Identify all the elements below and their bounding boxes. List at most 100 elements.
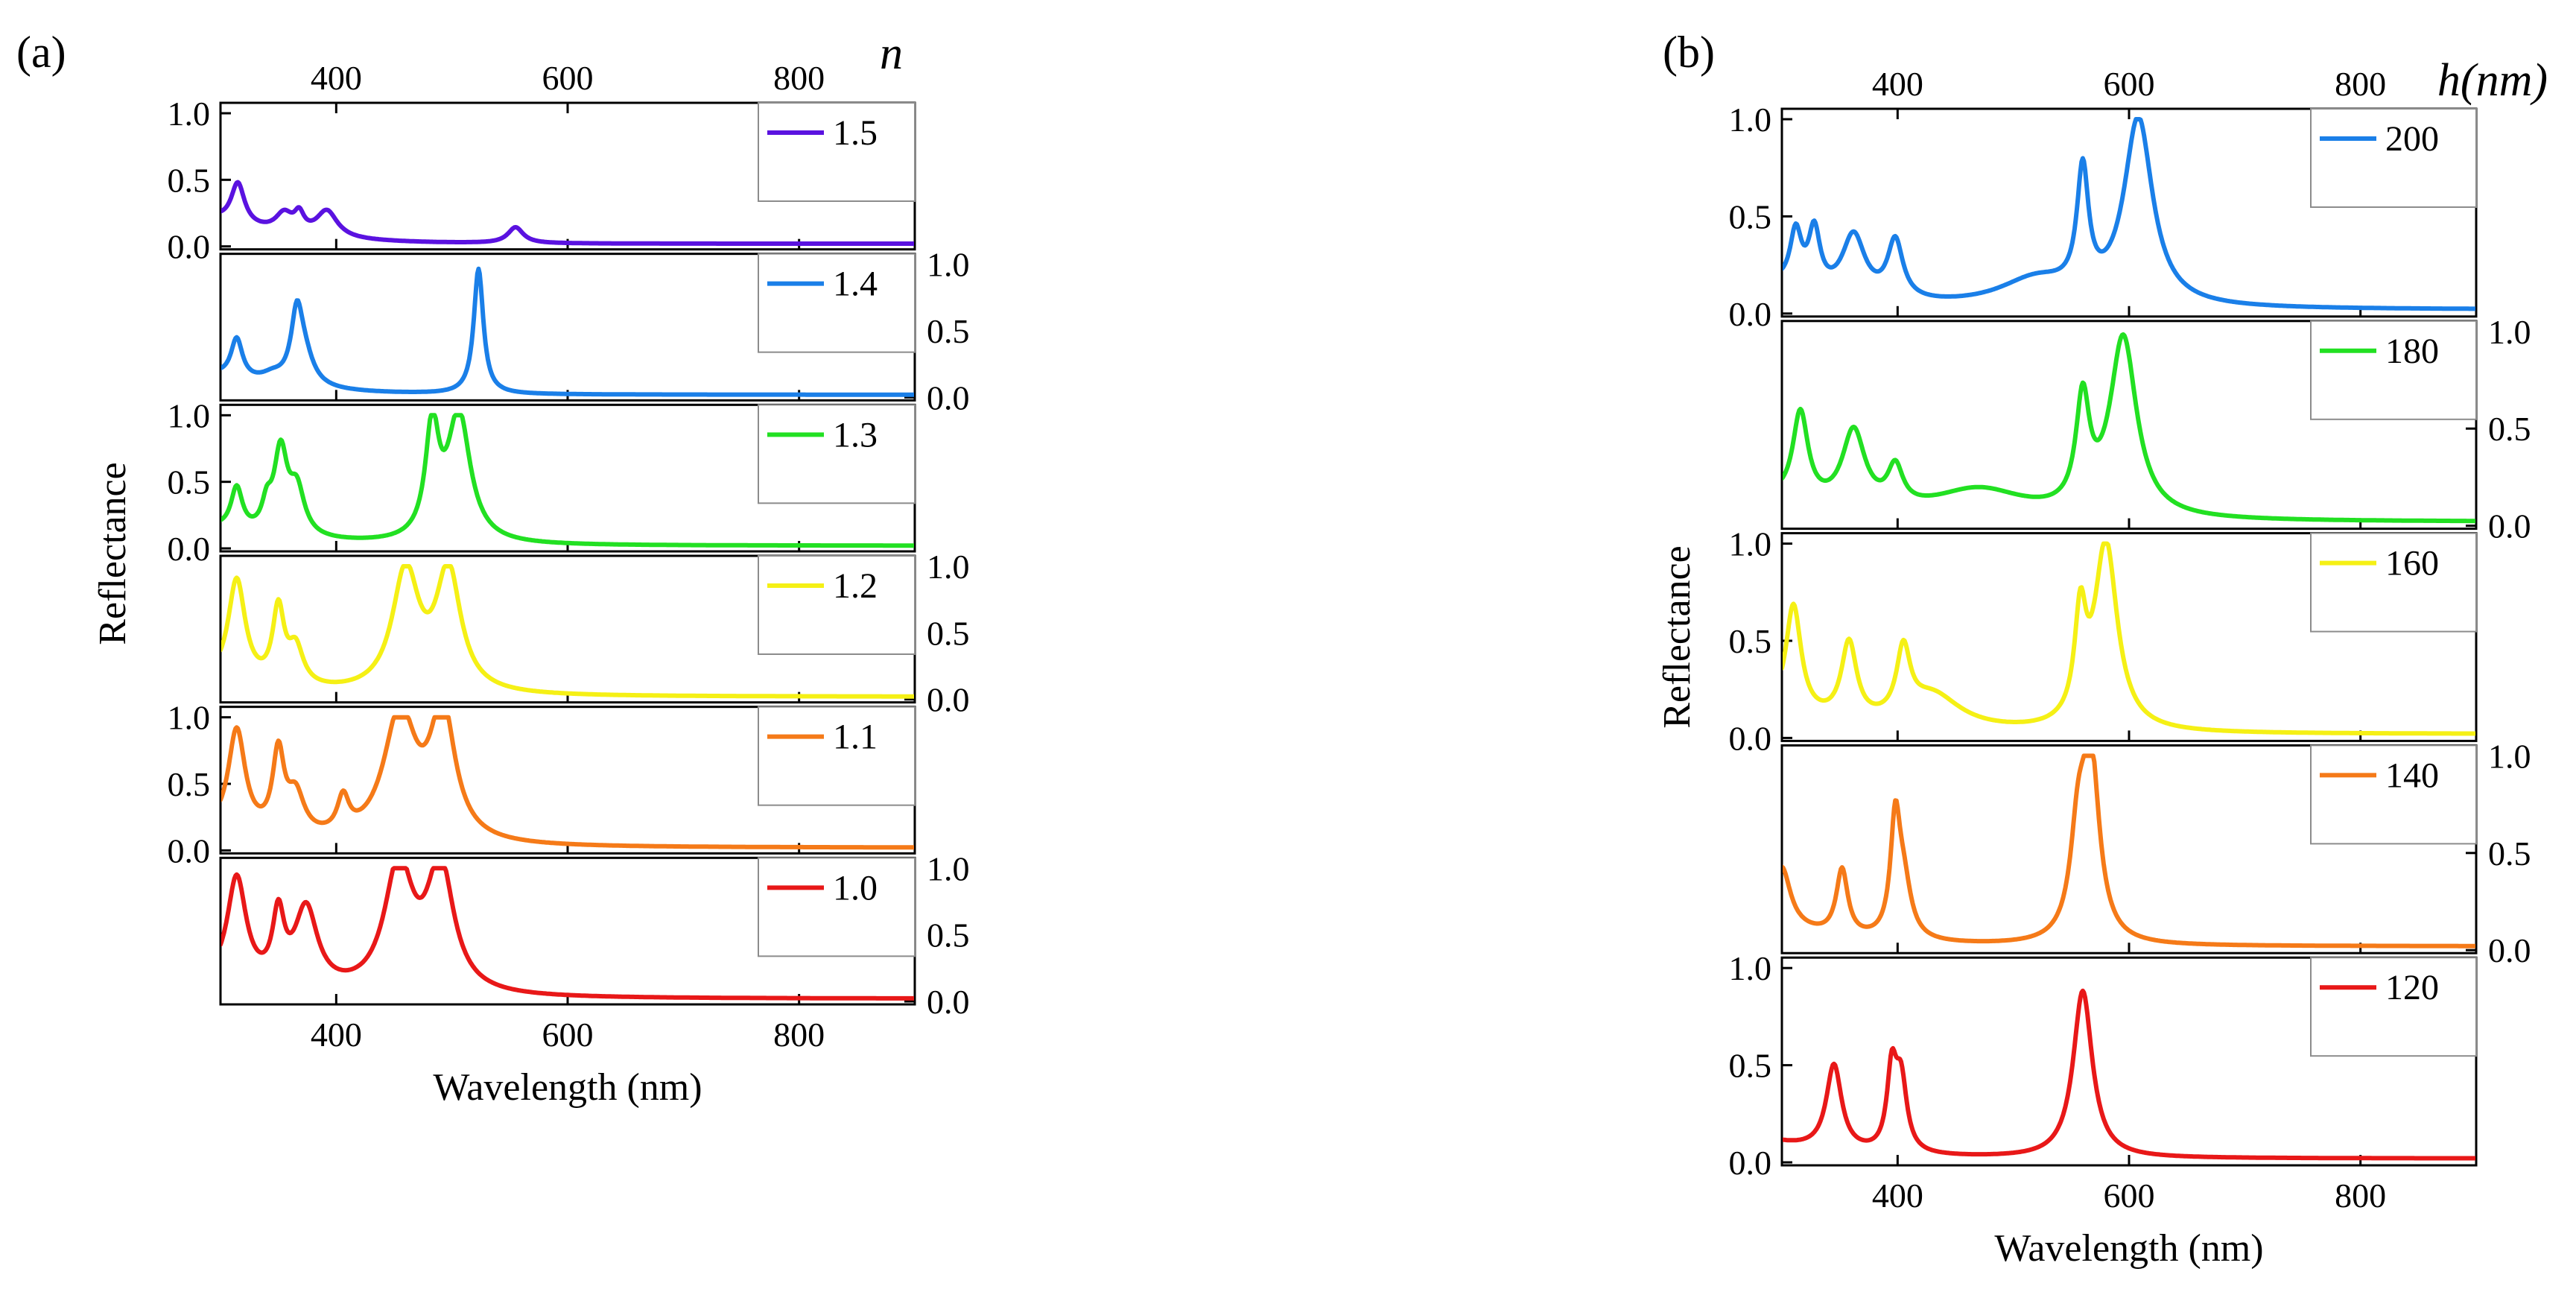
y-tick-label: 0.0 bbox=[1729, 295, 1772, 333]
y-tick-label: 0.0 bbox=[927, 379, 970, 417]
legend-label: 160 bbox=[2385, 544, 2439, 583]
subplot-b-180: 0.0 0.5 1.0 180 bbox=[1780, 313, 2531, 545]
y-tick-label: 1.0 bbox=[168, 699, 211, 737]
legend-label: 200 bbox=[2385, 119, 2439, 159]
y-tick-label: 1.0 bbox=[1729, 949, 1772, 987]
x-tick-label: 600 bbox=[2104, 1177, 2155, 1215]
subplot-a-1.1: 0.0 0.5 1.0 1.1 bbox=[168, 699, 916, 870]
x-tick-label: 800 bbox=[2335, 1177, 2386, 1215]
subplot-b-160: 0.0 0.5 1.0 160 bbox=[1729, 525, 2478, 757]
x-tick-label: 600 bbox=[542, 1016, 594, 1054]
y-tick-label: 0.0 bbox=[2488, 931, 2531, 969]
y-tick-label: 0.5 bbox=[168, 463, 211, 501]
series-line-1.3 bbox=[221, 413, 914, 548]
series-line-200 bbox=[1783, 117, 2475, 311]
legend-box bbox=[758, 404, 916, 504]
legend-box bbox=[758, 555, 916, 655]
x-tick-label: 400 bbox=[1872, 1177, 1923, 1215]
corner-label-a: n bbox=[880, 28, 903, 79]
legend-label: 120 bbox=[2385, 968, 2439, 1007]
y-tick-label: 0.0 bbox=[1729, 719, 1772, 757]
series-line-1.0 bbox=[221, 866, 914, 1001]
panel-label-b: (b) bbox=[1663, 28, 1715, 77]
y-tick-label: 0.0 bbox=[2488, 507, 2531, 545]
legend-1.1: 1.1 bbox=[758, 706, 916, 806]
y-tick-label: 1.0 bbox=[168, 396, 211, 434]
y-tick-label: 1.0 bbox=[927, 548, 970, 586]
y-axis-label-b: Reflectance bbox=[1656, 545, 1698, 728]
y-tick-label: 0.0 bbox=[168, 530, 211, 568]
y-tick-label: 0.5 bbox=[168, 765, 211, 803]
subplot-a-1.0: 0.0 0.5 1.0 400 600 800 1.0 bbox=[219, 849, 970, 1054]
legend-label: 1.1 bbox=[833, 718, 878, 757]
legend-label: 1.5 bbox=[833, 113, 878, 153]
y-tick-label: 0.5 bbox=[1729, 1047, 1772, 1085]
legend-label: 1.2 bbox=[833, 566, 878, 606]
legend-box bbox=[2310, 957, 2477, 1057]
y-tick-label: 1.0 bbox=[927, 849, 970, 887]
y-axis-label-a: Reflectance bbox=[92, 462, 134, 645]
y-tick-label: 0.5 bbox=[927, 614, 970, 652]
series-line-160 bbox=[1783, 541, 2475, 736]
y-tick-label: 1.0 bbox=[168, 95, 211, 133]
legend-label: 1.0 bbox=[833, 868, 878, 908]
y-tick-label: 0.0 bbox=[1729, 1144, 1772, 1182]
legend-box bbox=[758, 706, 916, 806]
y-tick-label: 0.5 bbox=[1729, 197, 1772, 235]
x-tick-label-top: 800 bbox=[2335, 65, 2386, 103]
y-tick-label: 0.0 bbox=[927, 983, 970, 1021]
x-tick-label-top: 800 bbox=[773, 59, 825, 97]
x-tick-label: 400 bbox=[311, 1016, 362, 1054]
legend-label: 140 bbox=[2385, 756, 2439, 795]
legend-label: 180 bbox=[2385, 332, 2439, 371]
legend-1.3: 1.3 bbox=[758, 404, 916, 504]
subplot-b-140: 0.0 0.5 1.0 140 bbox=[1780, 737, 2531, 969]
y-tick-label: 0.0 bbox=[168, 228, 211, 266]
subplot-b-200: 0.0 0.5 1.0 400 600 800 200 bbox=[1729, 65, 2478, 333]
legend-box bbox=[758, 857, 916, 957]
x-tick-label-top: 600 bbox=[2104, 65, 2155, 103]
y-tick-label: 1.0 bbox=[1729, 525, 1772, 563]
corner-label-b: h(nm) bbox=[2437, 55, 2548, 106]
legend-box bbox=[2310, 108, 2477, 208]
y-tick-label: 0.5 bbox=[168, 161, 211, 199]
legend-1.0: 1.0 bbox=[758, 857, 916, 957]
x-axis-label-a: Wavelength (nm) bbox=[433, 1066, 702, 1109]
legend-120: 120 bbox=[2310, 957, 2477, 1057]
series-line-180 bbox=[1783, 332, 2475, 524]
legend-160: 160 bbox=[2310, 532, 2477, 633]
legend-box bbox=[2310, 320, 2477, 420]
series-line-120 bbox=[1783, 988, 2475, 1161]
legend-box bbox=[758, 253, 916, 353]
series-line-1.4 bbox=[221, 266, 914, 397]
subplot-a-1.4: 0.0 0.5 1.0 1.4 bbox=[219, 246, 970, 417]
series-line-1.1 bbox=[221, 715, 914, 850]
y-tick-label: 0.5 bbox=[927, 312, 970, 350]
series-line-140 bbox=[1783, 753, 2475, 949]
y-tick-label: 1.0 bbox=[1729, 101, 1772, 139]
legend-box bbox=[2310, 744, 2477, 845]
x-tick-label-top: 400 bbox=[311, 59, 362, 97]
panel-label-a: (a) bbox=[16, 28, 66, 77]
x-tick-label-top: 400 bbox=[1872, 65, 1923, 103]
subplot-a-1.3: 0.0 0.5 1.0 1.3 bbox=[168, 396, 916, 568]
series-line-1.2 bbox=[221, 564, 914, 699]
legend-1.5: 1.5 bbox=[758, 102, 916, 202]
legend-180: 180 bbox=[2310, 320, 2477, 420]
x-tick-label-top: 600 bbox=[542, 59, 594, 97]
legend-label: 1.4 bbox=[833, 265, 878, 304]
legend-box bbox=[758, 102, 916, 202]
y-tick-label: 0.0 bbox=[927, 681, 970, 719]
x-tick-label: 800 bbox=[773, 1016, 825, 1054]
legend-200: 200 bbox=[2310, 108, 2477, 208]
y-tick-label: 0.5 bbox=[927, 916, 970, 954]
y-tick-label: 0.5 bbox=[2488, 835, 2531, 873]
legend-1.4: 1.4 bbox=[758, 253, 916, 353]
y-tick-label: 0.5 bbox=[2488, 410, 2531, 448]
y-tick-label: 1.0 bbox=[2488, 737, 2531, 775]
legend-box bbox=[2310, 532, 2477, 633]
subplot-b-120: 0.0 0.5 1.0 400 600 800 120 bbox=[1729, 949, 2478, 1215]
panel-a: (a) n Reflectance Wavelength (nm) 0.0 0.5 1.0 4… bbox=[16, 28, 970, 1109]
